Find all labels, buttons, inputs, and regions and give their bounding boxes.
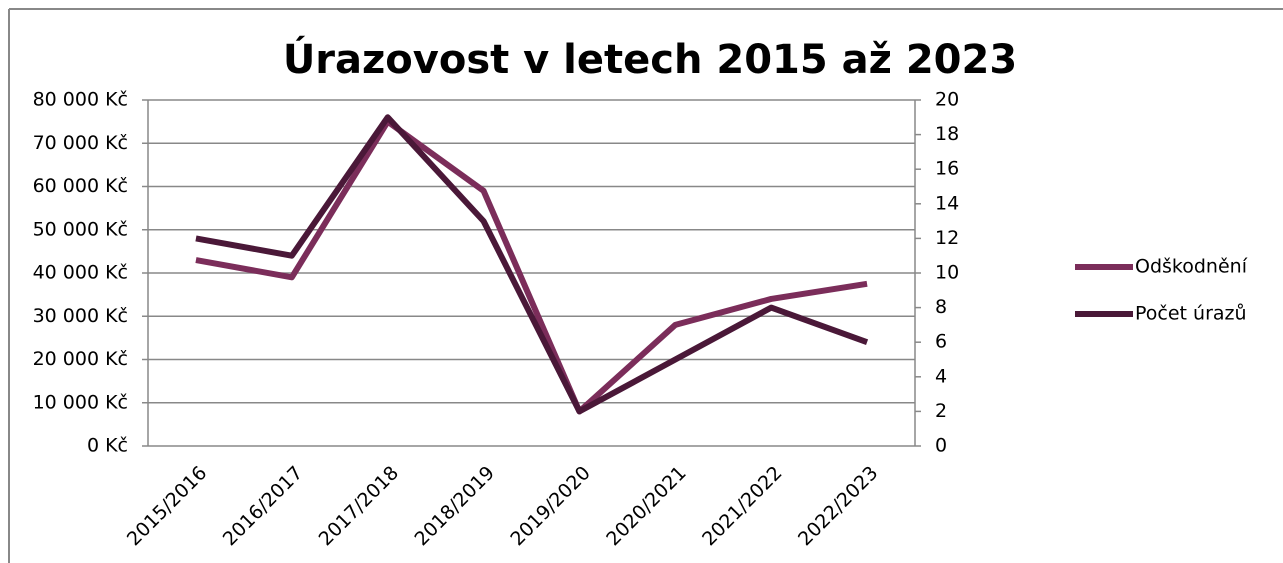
y2-tick-label: 18 bbox=[935, 123, 959, 145]
y-tick-label: 0 Kč bbox=[87, 435, 128, 457]
y-tick-label: 20 000 Kč bbox=[33, 348, 128, 370]
y-tick-label: 60 000 Kč bbox=[33, 175, 128, 197]
x-tick-label: 2018/2019 bbox=[411, 462, 499, 550]
x-tick-label: 2020/2021 bbox=[602, 462, 690, 550]
x-tick-label: 2017/2018 bbox=[315, 462, 403, 550]
chart-title: Úrazovost v letech 2015 až 2023 bbox=[283, 35, 1017, 83]
y-tick-label: 70 000 Kč bbox=[33, 132, 128, 154]
legend-label: Počet úrazů bbox=[1135, 303, 1247, 325]
legend-label: Odškodnění bbox=[1135, 256, 1248, 278]
y-tick-label: 80 000 Kč bbox=[33, 89, 128, 111]
series-line bbox=[195, 114, 869, 415]
x-tick-label: 2016/2017 bbox=[219, 462, 307, 550]
y2-tick-label: 0 bbox=[935, 435, 947, 457]
y2-tick-label: 20 bbox=[935, 89, 959, 111]
y2-tick-label: 6 bbox=[935, 331, 947, 353]
y2-tick-label: 8 bbox=[935, 296, 947, 318]
x-tick-label: 2021/2022 bbox=[698, 462, 786, 550]
x-tick-label: 2022/2023 bbox=[794, 462, 882, 550]
y2-tick-label: 2 bbox=[935, 400, 947, 422]
y2-tick-label: 14 bbox=[935, 192, 959, 214]
y2-tick-label: 10 bbox=[935, 262, 959, 284]
y-tick-label: 10 000 Kč bbox=[33, 391, 128, 413]
y2-tick-label: 12 bbox=[935, 227, 959, 249]
y-tick-label: 30 000 Kč bbox=[33, 305, 128, 327]
y2-tick-label: 4 bbox=[935, 365, 947, 387]
y2-tick-label: 16 bbox=[935, 158, 959, 180]
x-tick-label: 2015/2016 bbox=[123, 462, 211, 550]
y-tick-label: 40 000 Kč bbox=[33, 262, 128, 284]
y-tick-label: 50 000 Kč bbox=[33, 218, 128, 240]
x-tick-label: 2019/2020 bbox=[506, 462, 594, 550]
series-line bbox=[195, 118, 868, 415]
